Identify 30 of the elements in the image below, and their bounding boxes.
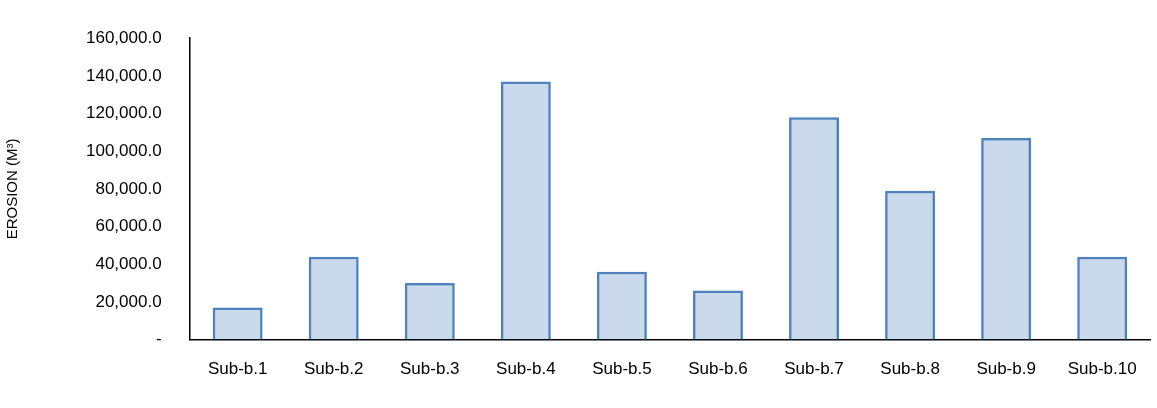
y-tick-label: 160,000.0	[85, 27, 162, 47]
y-tick-label: 20,000.0	[95, 291, 162, 311]
x-tick-label: Sub-b.9	[976, 359, 1036, 379]
bar	[789, 117, 839, 340]
y-tick-label: 100,000.0	[85, 140, 162, 160]
x-tick-label: Sub-b.8	[880, 359, 940, 379]
y-tick-label: 60,000.0	[95, 216, 162, 236]
x-tick-label: Sub-b.4	[496, 359, 556, 379]
x-tick-label: Sub-b.3	[400, 359, 460, 379]
bar	[404, 283, 455, 340]
bar	[596, 271, 647, 340]
x-tick-label: Sub-b.1	[207, 359, 268, 379]
y-tick-label: 120,000.0	[85, 103, 162, 123]
y-tick-label: -	[155, 329, 162, 349]
bar	[981, 138, 1032, 340]
x-tick-label: Sub-b.10	[1067, 359, 1137, 379]
bar	[212, 307, 263, 340]
bar	[308, 256, 359, 340]
x-tick-label: Sub-b.2	[303, 359, 364, 379]
bar	[1077, 256, 1128, 340]
y-tick-label: 140,000.0	[85, 65, 162, 85]
y-tick-label: 80,000.0	[95, 178, 162, 198]
y-tick-label: 40,000.0	[95, 253, 162, 273]
bar	[885, 190, 936, 340]
x-tick-label: Sub-b.5	[592, 359, 652, 379]
x-tick-label: Sub-b.7	[784, 359, 844, 379]
y-axis-title: EROSION (M³)	[3, 138, 21, 240]
x-tick-label: Sub-b.6	[688, 359, 748, 379]
bar	[692, 290, 743, 340]
bar	[500, 81, 551, 340]
